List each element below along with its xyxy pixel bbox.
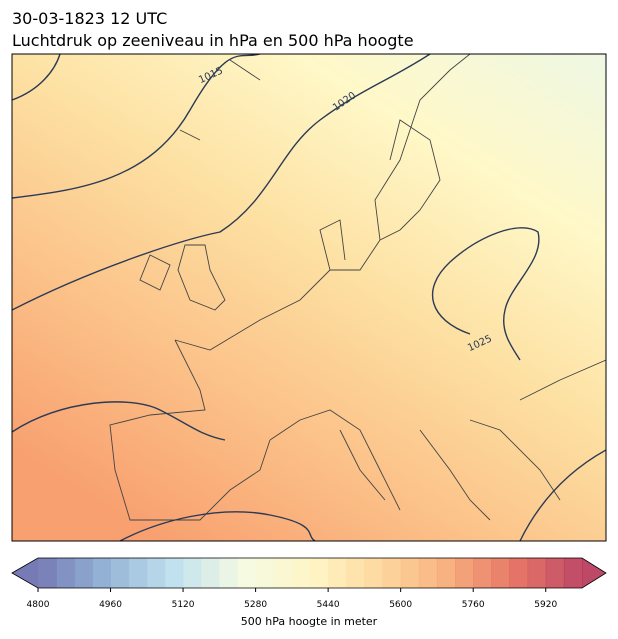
- colorbar-tick-label: 5280: [244, 600, 267, 610]
- title-line: Luchtdruk op zeeniveau in hPa en 500 hPa…: [12, 31, 414, 50]
- colorbar-cell: [328, 558, 347, 588]
- colorbar-cell: [146, 558, 166, 588]
- colorbar-cell: [455, 558, 474, 588]
- isobar: [12, 54, 261, 199]
- colorbar-cell: [38, 558, 57, 588]
- colorbar-tick-label: 5600: [389, 600, 412, 610]
- colorbar-tick-label: 5440: [317, 600, 340, 610]
- colorbar-cell: [346, 558, 365, 588]
- colorbar-cell: [436, 558, 456, 588]
- colorbar-label: 500 hPa hoogte in meter: [241, 615, 378, 628]
- coastline: [109, 54, 606, 521]
- colorbar-cell: [255, 558, 275, 588]
- isobar: [12, 401, 226, 441]
- isobar: [12, 54, 61, 101]
- colorbar-tick-label: 5120: [172, 600, 195, 610]
- height-field: [12, 54, 606, 541]
- colorbar-tick-label: 5920: [534, 600, 557, 610]
- colorbar-cell: [527, 558, 547, 588]
- colorbar-tick-label: 5760: [462, 600, 485, 610]
- colorbar-cell: [291, 558, 311, 588]
- colorbar: 4800 4960 5120 5280 5440 5600 5760 5920: [11, 557, 607, 610]
- colorbar-cell: [418, 558, 438, 588]
- isobar: [12, 54, 431, 311]
- isobar: [519, 449, 606, 541]
- colorbar-cell: [310, 558, 329, 588]
- colorbar-cell: [164, 558, 184, 588]
- colorbar-cell: [563, 558, 583, 588]
- colorbar-cell: [382, 558, 402, 588]
- title-line: 30-03-1823 12 UTC: [12, 9, 167, 28]
- colorbar-cell: [74, 558, 93, 588]
- isobar: [119, 511, 316, 541]
- colorbar-cell: [201, 558, 220, 588]
- colorbar-cell: [545, 558, 565, 588]
- isobar: [431, 227, 540, 361]
- colorbar-cell: [237, 558, 257, 588]
- map-frame: [11, 53, 607, 542]
- colorbar-cell: [509, 558, 529, 588]
- colorbar-cell: [364, 558, 384, 588]
- colorbar-cell: [183, 558, 202, 588]
- colorbar-cell: [128, 558, 148, 588]
- colorbar-cell: [400, 558, 420, 588]
- colorbar-cell: [273, 558, 293, 588]
- colorbar-tick-label: 4800: [27, 600, 50, 610]
- colorbar-cell: [110, 558, 130, 588]
- colorbar-cell: [491, 558, 510, 588]
- colorbar-extend: [582, 558, 606, 588]
- colorbar-extend: [12, 558, 38, 588]
- colorbar-cell: [56, 558, 75, 588]
- map: 1015 1020 1025: [12, 54, 606, 541]
- colorbar-cell: [219, 558, 238, 588]
- colorbar-cell: [473, 558, 492, 588]
- colorbar-tick-label: 4960: [99, 600, 122, 610]
- colorbar-cell: [92, 558, 112, 588]
